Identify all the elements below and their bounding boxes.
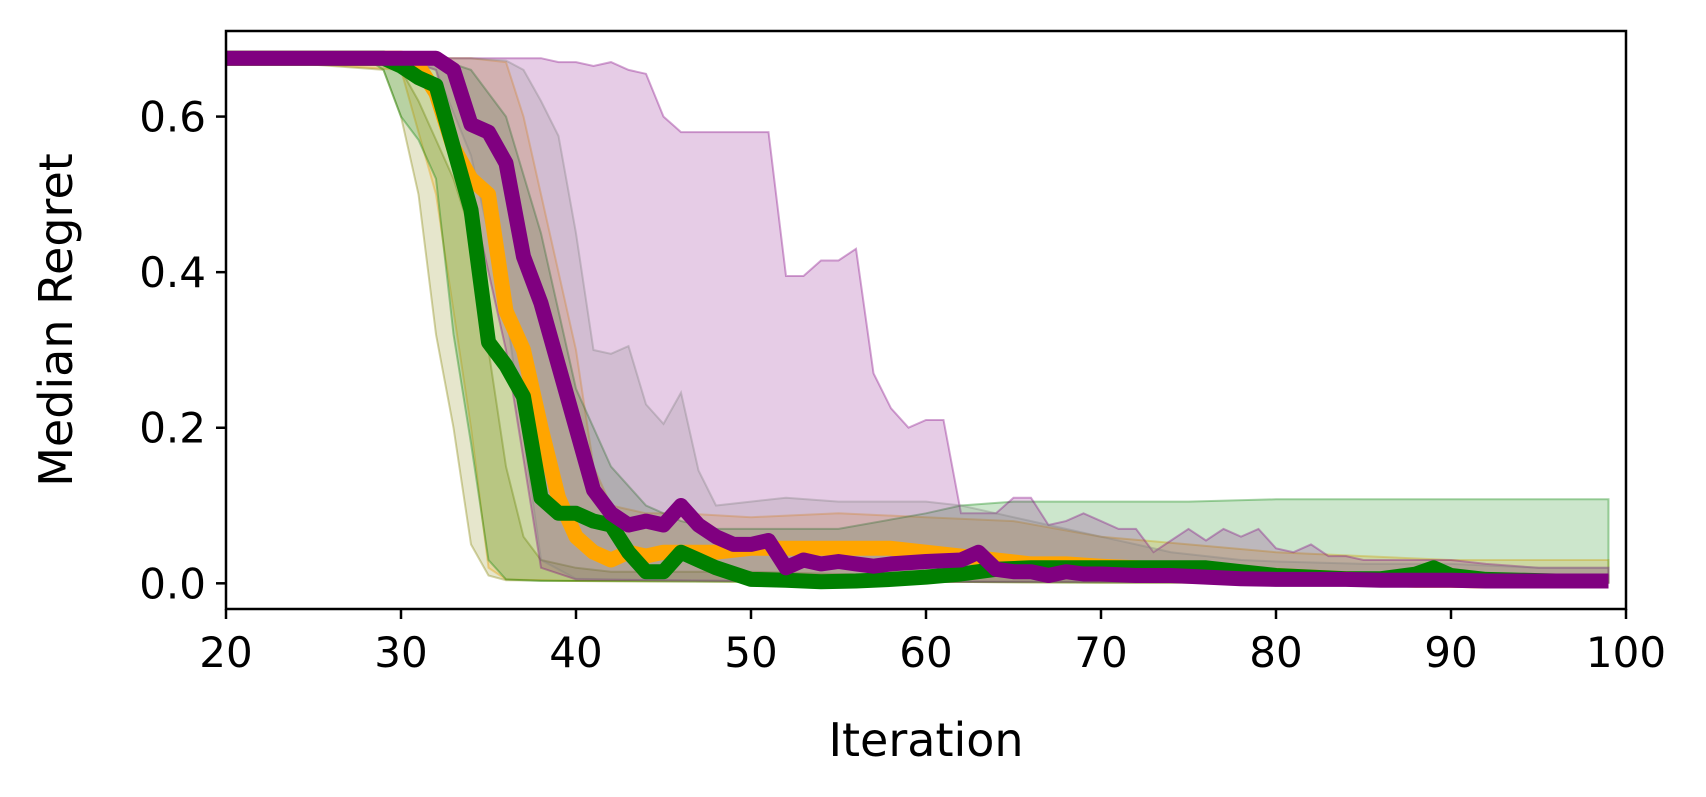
x-tick-label: 60 [899, 628, 952, 677]
y-axis-label: Median Regret [29, 153, 83, 487]
x-tick-label: 50 [724, 628, 777, 677]
median-lines [226, 50, 1609, 590]
x-tick-label: 40 [549, 628, 602, 677]
y-tick-label: 0.0 [139, 559, 206, 608]
x-tick-label: 20 [199, 628, 252, 677]
median-line-3 [226, 50, 1609, 589]
y-tick-label: 0.4 [139, 248, 206, 297]
x-axis-ticks: 20 30 40 50 60 70 80 90 100 [199, 609, 1666, 677]
x-tick-label: 80 [1249, 628, 1302, 677]
x-tick-label: 30 [374, 628, 427, 677]
x-axis-label: Iteration [828, 713, 1023, 767]
x-tick-label: 90 [1424, 628, 1477, 677]
y-tick-label: 0.2 [139, 404, 206, 453]
band-0 [226, 57, 1610, 584]
x-tick-label: 70 [1074, 628, 1127, 677]
y-tick-label: 0.6 [139, 93, 206, 142]
band-2 [226, 57, 1610, 584]
x-tick-label: 100 [1586, 628, 1666, 677]
y-axis-ticks: 0.0 0.2 0.4 0.6 [139, 93, 226, 608]
